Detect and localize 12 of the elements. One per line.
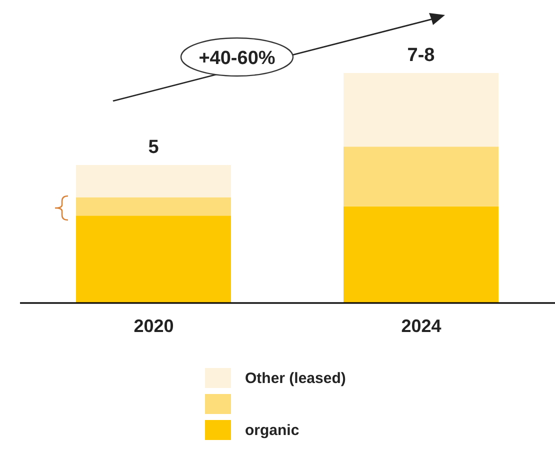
x-tick-label: 2024 (401, 316, 442, 336)
text: +40-60% (198, 48, 276, 69)
bar (76, 165, 231, 198)
bar (344, 146, 498, 206)
bar (76, 197, 231, 216)
legend-label: organic (245, 422, 300, 438)
bar (76, 216, 231, 303)
legend-label: Other (leased) (245, 370, 346, 386)
annotation: 5 (148, 137, 160, 158)
bar (344, 206, 498, 303)
x-tick-label: 2020 (134, 316, 174, 336)
text: 7-8 (407, 45, 435, 66)
